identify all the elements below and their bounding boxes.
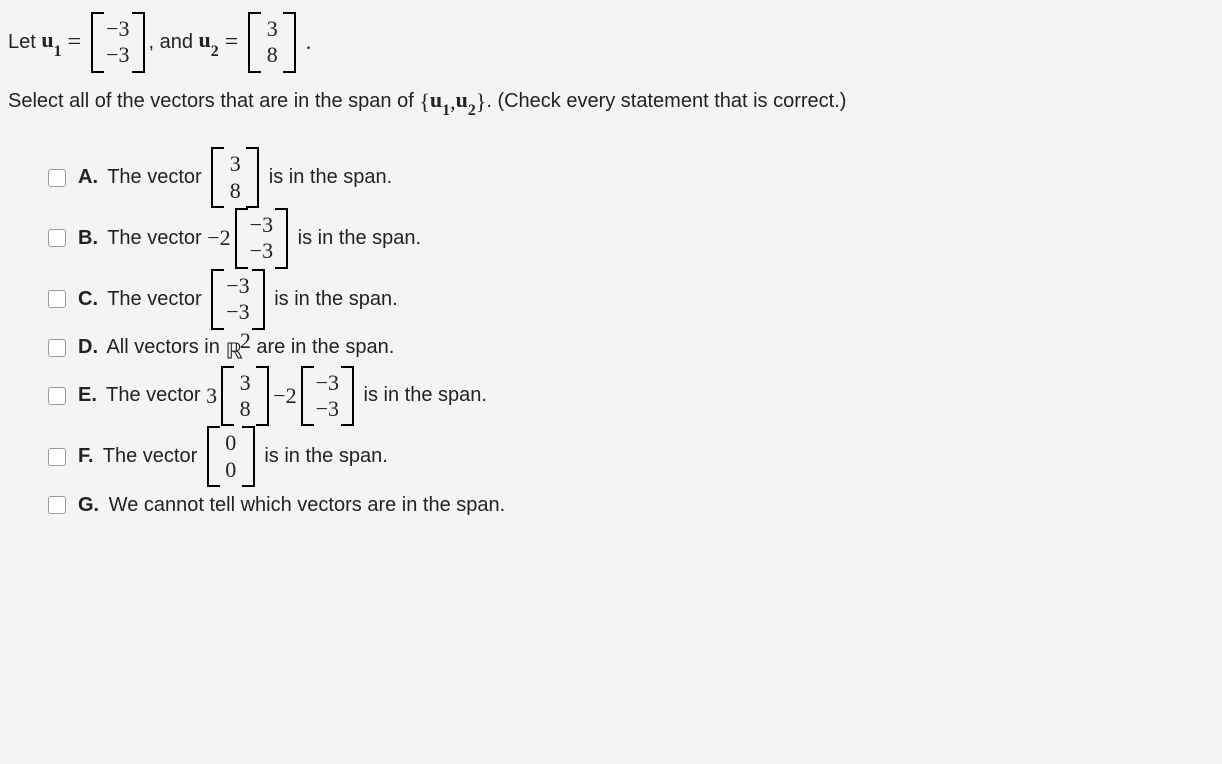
option-letter: C. — [78, 288, 98, 311]
option-letter: F. — [78, 445, 94, 468]
real-symbol: ℝ2 — [225, 331, 250, 365]
option-text: The vector — [102, 166, 207, 189]
option-text: is in the span. — [263, 166, 392, 189]
set-u1: u1 — [430, 87, 450, 117]
prompt-line: Select all of the vectors that are in th… — [8, 87, 1214, 117]
checkbox-a[interactable] — [48, 169, 66, 187]
option-text: The vector — [102, 288, 207, 311]
vector-e2: −3−3 — [301, 366, 354, 427]
prompt-text-1: Select all of the vectors that are in th… — [8, 90, 419, 113]
equals-1: = — [68, 29, 82, 56]
option-text: We cannot tell which vectors are in the … — [103, 494, 505, 517]
option-f: F. The vector 00 is in the span. — [48, 426, 1214, 487]
vector-u1: −3 −3 — [91, 12, 144, 73]
option-text: are in the span. — [251, 336, 394, 359]
option-a: A. The vector 38 is in the span. — [48, 147, 1214, 208]
text-and: , and — [149, 31, 199, 54]
option-text: The vector — [102, 227, 207, 250]
u1-symbol: u1 — [41, 27, 61, 57]
vector-a: 38 — [211, 147, 259, 208]
option-d: D. All vectors in ℝ2 are in the span. — [48, 330, 1214, 366]
option-letter: E. — [78, 384, 97, 407]
vector-b: −3−3 — [235, 208, 288, 269]
checkbox-e[interactable] — [48, 387, 66, 405]
checkbox-g[interactable] — [48, 496, 66, 514]
text-period: . — [300, 29, 311, 55]
equals-2: = — [225, 29, 239, 56]
checkbox-b[interactable] — [48, 229, 66, 247]
option-letter: D. — [78, 336, 98, 359]
option-text: is in the span. — [292, 227, 421, 250]
option-letter: B. — [78, 227, 98, 250]
option-text: is in the span. — [269, 288, 398, 311]
text-let: Let — [8, 31, 41, 54]
option-e: E. The vector 3 38 − 2 −3−3 is in the sp… — [48, 366, 1214, 427]
option-text: is in the span. — [358, 384, 487, 407]
scalar-e2: 2 — [286, 383, 297, 409]
scalar-e1: 3 — [206, 383, 217, 409]
vector-f: 00 — [207, 426, 255, 487]
scalar-b: −2 — [207, 225, 230, 251]
option-b: B. The vector −2 −3−3 is in the span. — [48, 208, 1214, 269]
checkbox-f[interactable] — [48, 448, 66, 466]
minus-e: − — [273, 383, 285, 409]
option-text: is in the span. — [259, 445, 388, 468]
checkbox-d[interactable] — [48, 339, 66, 357]
checkbox-c[interactable] — [48, 290, 66, 308]
option-text: The vector — [101, 384, 206, 407]
option-g: G. We cannot tell which vectors are in t… — [48, 487, 1214, 523]
u2-symbol: u2 — [199, 27, 219, 57]
option-text: The vector — [98, 445, 203, 468]
vector-u2: 3 8 — [248, 12, 296, 73]
vector-c: −3−3 — [211, 269, 264, 330]
prompt-text-2: . (Check every statement that is correct… — [486, 90, 846, 113]
set-open: { — [419, 89, 430, 115]
option-letter: G. — [78, 494, 99, 517]
option-text: All vectors in — [102, 336, 225, 359]
options-list: A. The vector 38 is in the span. B. The … — [48, 147, 1214, 523]
vector-e1: 38 — [221, 366, 269, 427]
set-u2: u2 — [456, 87, 476, 117]
option-c: C. The vector −3−3 is in the span. — [48, 269, 1214, 330]
option-letter: A. — [78, 166, 98, 189]
set-close: } — [476, 89, 487, 115]
intro-line: Let u1 = −3 −3 , and u2 = 3 8 . — [8, 12, 1214, 73]
